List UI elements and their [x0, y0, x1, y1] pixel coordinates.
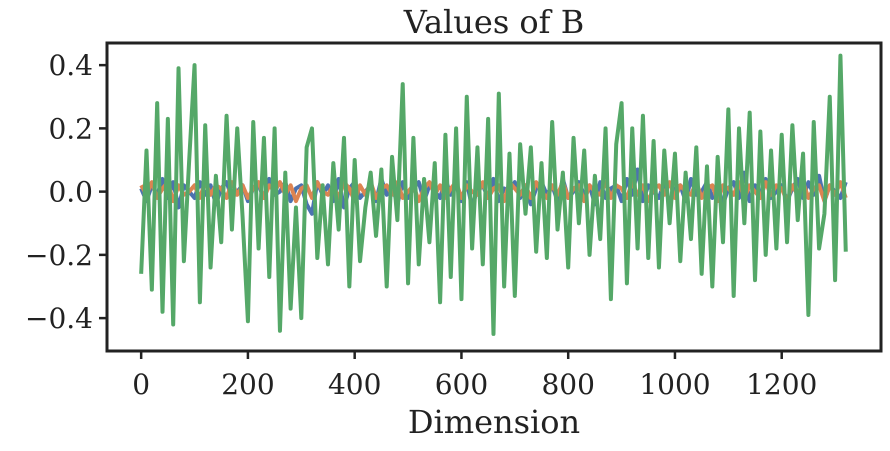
- y-tick-label: 0.0: [48, 176, 93, 209]
- x-tick-label: 1200: [746, 368, 817, 401]
- data-line: [139, 180, 848, 204]
- x-tick-label: 0: [132, 368, 150, 401]
- x-tick-label: 200: [221, 368, 274, 401]
- data-line: [139, 53, 848, 336]
- plot-frame: [105, 41, 883, 353]
- x-tick-label: 1000: [639, 368, 710, 401]
- x-tick-label: 800: [541, 368, 594, 401]
- y-tick-label: −0.2: [25, 239, 93, 272]
- y-tick-label: 0.2: [48, 112, 93, 145]
- y-tick-label: 0.4: [48, 49, 93, 82]
- y-tick-label: −0.4: [25, 302, 93, 335]
- chart-title: Values of B: [403, 3, 584, 41]
- x-axis-label: Dimension: [408, 403, 580, 441]
- x-tick-label: 400: [328, 368, 381, 401]
- x-tick-label: 600: [435, 368, 488, 401]
